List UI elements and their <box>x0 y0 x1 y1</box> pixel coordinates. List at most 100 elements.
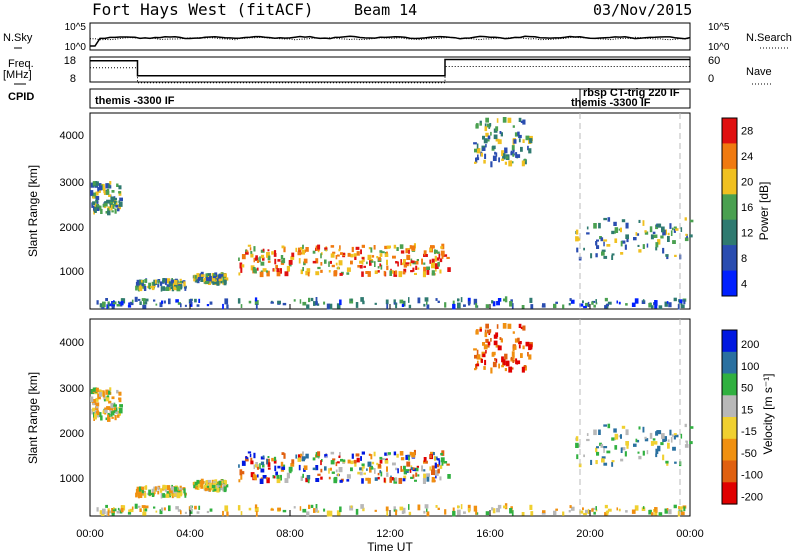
velocity-cell <box>363 472 366 475</box>
velocity-cell <box>163 507 166 511</box>
velocity-cell <box>295 454 298 459</box>
power-cell <box>253 257 255 263</box>
velocity-cell <box>95 397 99 402</box>
velocity-cell <box>518 323 522 328</box>
velocity-cell <box>373 451 376 457</box>
date-title: 03/Nov/2015 <box>593 1 692 19</box>
power-cell <box>576 247 579 253</box>
power-cell <box>138 279 142 285</box>
velocity-cell <box>90 396 94 402</box>
velocity-cell <box>350 460 354 465</box>
velocity-cell <box>238 464 240 468</box>
power-cell <box>396 247 399 251</box>
nsky-label: N.Sky <box>3 32 33 44</box>
power-cell <box>516 154 521 158</box>
power-cell <box>457 298 460 302</box>
power-cell <box>374 261 376 267</box>
velocity-cell <box>170 493 173 496</box>
velocity-cell <box>408 511 412 516</box>
power-cell <box>400 259 402 266</box>
power-cell <box>417 267 420 270</box>
power-cell <box>423 303 426 307</box>
power-cell <box>498 157 500 163</box>
velocity-cell <box>114 407 118 413</box>
velocity-cell <box>689 441 693 445</box>
velocity-cell <box>94 413 97 420</box>
power-cell <box>226 304 229 310</box>
velocity-colorbar-tick: 50 <box>741 383 753 395</box>
power-cell <box>346 267 351 272</box>
velocity-cell <box>423 510 426 514</box>
velocity-cell <box>260 461 265 466</box>
power-cell <box>505 156 509 159</box>
power-cell <box>476 143 479 149</box>
power-cell <box>109 181 112 185</box>
power-cell <box>670 230 673 236</box>
power-cell <box>95 191 99 196</box>
velocity-cell <box>332 458 336 461</box>
power-cell <box>346 272 350 275</box>
velocity-cell <box>114 407 116 411</box>
power-cell <box>523 158 527 162</box>
velocity-cell <box>140 489 144 494</box>
power-cell <box>414 260 419 265</box>
power-cell <box>197 277 201 281</box>
power-cell <box>653 234 658 238</box>
velocity-cell <box>666 462 669 466</box>
velocity-colorbar-tick: -100 <box>741 470 763 482</box>
xaxis-tick-label: 16:00 <box>476 528 504 540</box>
velocity-cell <box>162 493 165 496</box>
velocity-cell <box>598 429 601 435</box>
velocity-cell <box>512 356 515 359</box>
nsearch-label: N.Search <box>746 32 792 44</box>
power-cell <box>250 253 254 258</box>
noise-tick-right-bottom: 10^0 <box>708 42 730 53</box>
velocity-cell <box>366 468 368 471</box>
power-cell <box>504 147 508 154</box>
power-cell <box>116 183 119 187</box>
velocity-cell <box>238 479 241 483</box>
power-cell <box>518 138 521 143</box>
power-cell <box>150 286 154 289</box>
velocity-cell <box>357 471 362 475</box>
velocity-cell <box>209 508 213 512</box>
velocity-cell <box>204 487 209 491</box>
velocity-cell <box>655 453 658 458</box>
velocity-cell <box>677 511 681 517</box>
power-cell <box>178 284 182 287</box>
power-cell <box>176 285 181 292</box>
velocity-cell <box>426 473 430 477</box>
velocity-cell <box>517 337 520 342</box>
power-cell <box>96 300 99 305</box>
velocity-cell <box>583 512 587 516</box>
power-cell <box>522 139 525 143</box>
velocity-cell <box>417 474 420 477</box>
power-cell <box>313 301 316 306</box>
velocity-cell <box>479 328 482 332</box>
velocity-cell <box>422 478 426 484</box>
velocity-cell <box>206 510 210 514</box>
velocity-colorbar-segment <box>722 373 737 396</box>
power-cell <box>379 263 382 267</box>
velocity-cell <box>512 359 515 363</box>
velocity-cell <box>616 507 618 511</box>
velocity-cell <box>193 484 196 489</box>
velocity-cell <box>400 457 405 461</box>
velocity-cell <box>652 438 656 441</box>
power-colorbar-frame <box>721 117 738 297</box>
velocity-cell <box>350 505 353 508</box>
velocity-cell <box>306 511 310 517</box>
noise-panel <box>89 22 691 51</box>
power-cell <box>503 298 507 302</box>
power-cell <box>384 245 388 250</box>
velocity-cell <box>434 456 436 461</box>
velocity-cell <box>381 458 385 460</box>
velocity-panel-frame <box>89 318 691 517</box>
velocity-cell <box>523 365 527 371</box>
velocity-cell <box>468 508 471 513</box>
power-cell <box>315 258 319 264</box>
velocity-cell <box>386 472 389 477</box>
power-cell <box>295 247 298 252</box>
power-cell <box>95 196 100 201</box>
velocity-cell <box>298 454 302 461</box>
